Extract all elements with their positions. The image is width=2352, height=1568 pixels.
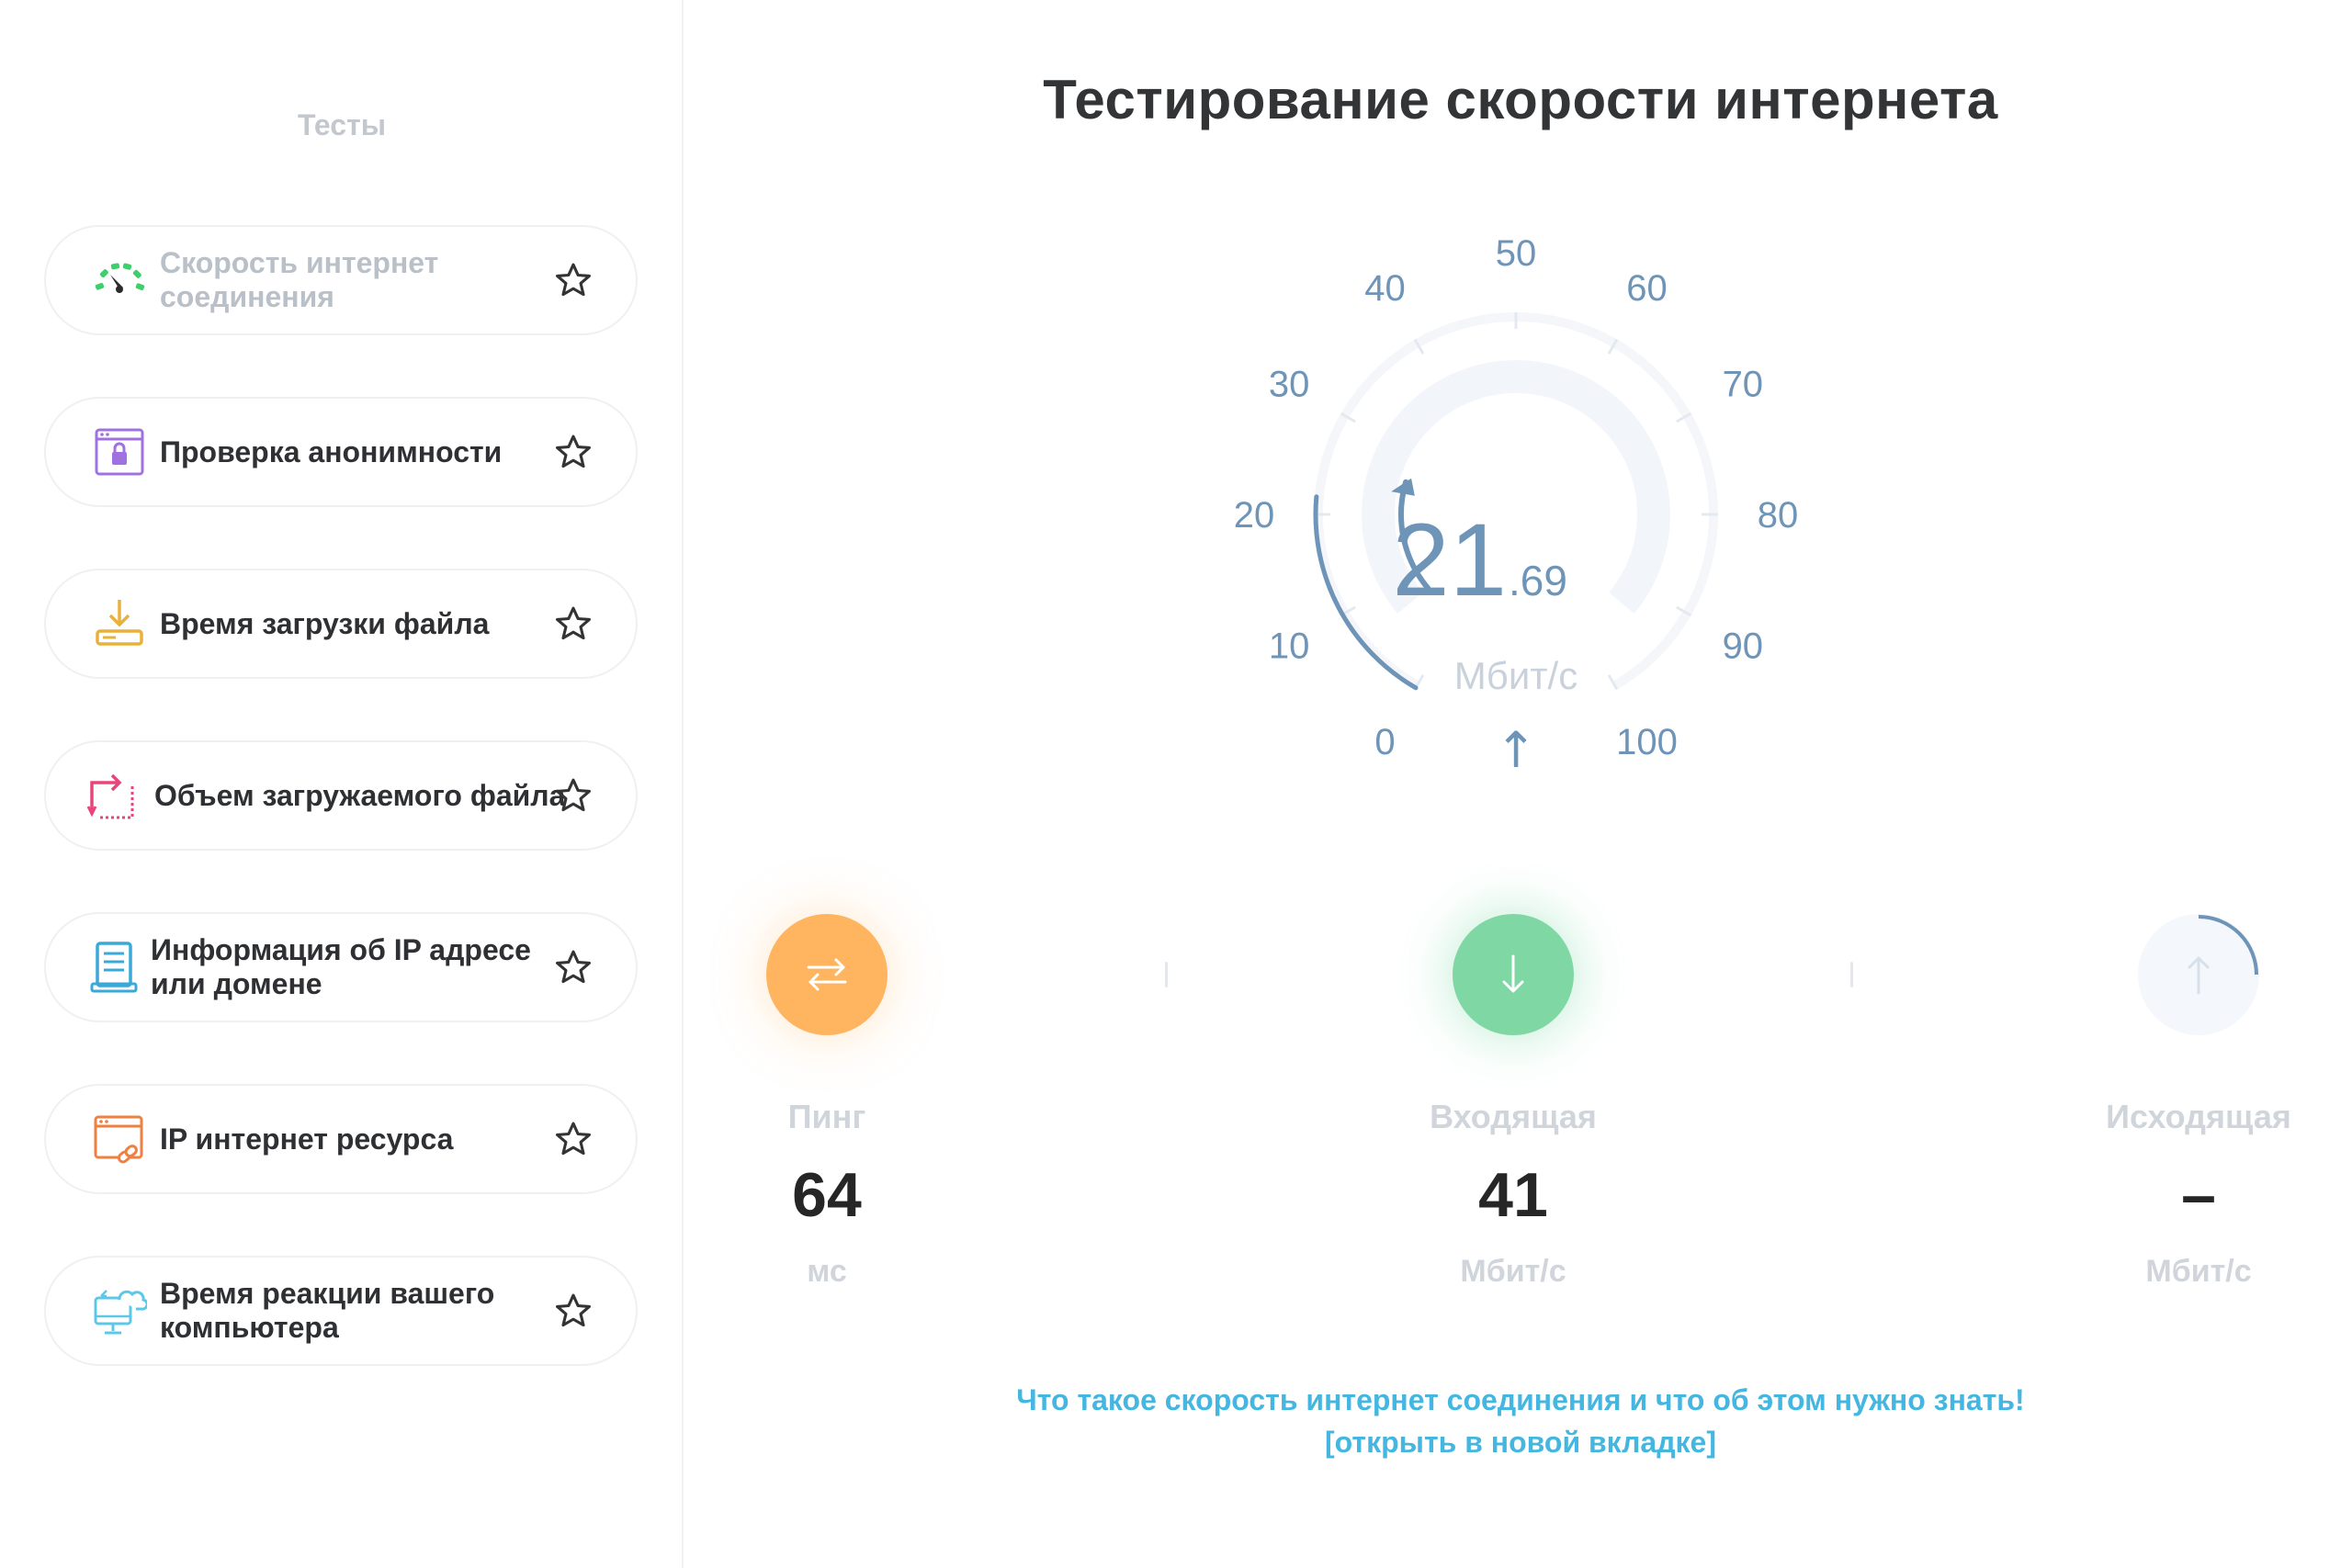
gauge-tick [1676,412,1692,423]
gauge-pointer [1391,478,1415,496]
sidebar-item-label: Скорость интернет соединения [160,246,439,313]
star-icon[interactable] [553,432,594,472]
divider [1850,962,1853,987]
gauge-tick [1676,605,1692,617]
gauge-value-integer: 21 [1392,502,1507,617]
sidebar-item-label: Объем загружаемого файла [154,778,566,812]
download-unit: Мбит/с [1460,1254,1566,1289]
upload-progress-arc [2198,915,2258,976]
upload-file-icon [86,773,134,819]
gauge-tick-label: 80 [1758,495,1799,536]
gauge-tick-label: 10 [1269,626,1310,667]
swap-arrows-icon [807,958,847,991]
sidebar-item-speed-test[interactable]: Скорость интернет соединения [44,225,638,335]
page-title: Тестирование скорости интернета [1043,69,1998,130]
star-icon[interactable] [553,775,594,816]
info-article-link[interactable]: Что такое скорость интернет соединения и… [1016,1383,2025,1416]
upload-button[interactable] [2138,914,2259,1035]
browser-link-icon [94,1115,143,1164]
arrow-down-icon [1502,954,1524,993]
gauge-unit: Мбит/с [1454,654,1577,697]
sidebar-title: Тесты [297,108,387,141]
upload-label: Исходящая [2106,1098,2291,1135]
gauge-tick-label: 60 [1626,268,1668,309]
gauge-value-arc [1313,494,1419,691]
star-icon[interactable] [553,604,594,644]
sidebar-item-label: Время реакции вашего компьютера [160,1277,495,1344]
star-icon[interactable] [553,1291,594,1331]
gauge-tick-label: 50 [1496,233,1537,274]
document-list-icon [90,942,138,993]
gauge-tick-label: 70 [1723,365,1764,405]
speedometer-icon [95,263,145,293]
upload-value: – [2181,1160,2216,1230]
gauge-tick [1413,338,1425,355]
gauge-value-decimal: .69 [1509,557,1567,604]
speed-gauge: 0 10 20 30 40 50 60 70 80 90 100 21 .69 Мбит/с ↑ [1234,233,1799,779]
sidebar-item-file-size[interactable]: Объем загружаемого файла [44,740,638,851]
star-icon[interactable] [553,1119,594,1159]
gauge-tick [1607,338,1619,355]
download-label: Входящая [1430,1098,1597,1135]
sidebar-item-label: Время загрузки файла [160,606,490,640]
sidebar-item-ip-info[interactable]: Информация об IP адресе или домене [44,912,638,1022]
sidebar-item-label: IP интернет ресурса [160,1122,454,1156]
gauge-tick-label: 90 [1723,626,1764,667]
open-new-tab-link[interactable]: [открыть в новой вкладке] [1325,1426,1716,1459]
star-icon[interactable] [553,947,594,987]
gauge-tick-label: 40 [1364,268,1406,309]
gauge-tick [1607,674,1619,691]
upload-unit: Мбит/с [2145,1254,2252,1289]
sidebar: Тесты Скорость интернет соединения [0,0,684,1568]
sidebar-item-reaction-time[interactable]: Время реакции вашего компьютера [44,1256,638,1366]
download-value: 41 [1478,1160,1548,1230]
gauge-tick-label: 100 [1616,722,1678,762]
sidebar-item-anonymity[interactable]: Проверка анонимности [44,397,638,507]
gauge-inner-value-arc [1398,479,1431,592]
sidebar-item-label: Проверка анонимности [160,434,503,468]
gauge-direction-arrow: ↑ [1495,721,1536,779]
sidebar-item-label: Информация об IP адресе или домене [151,933,531,1000]
star-icon[interactable] [553,260,594,300]
ping-label: Пинг [787,1098,866,1135]
sidebar-item-ip-resource[interactable]: IP интернет ресурса [44,1084,638,1194]
ping-button[interactable] [766,914,888,1035]
gauge-tick-label: 20 [1234,495,1275,536]
download-icon [96,600,143,646]
gauge-inner-band [1362,360,1670,614]
ping-unit: мс [807,1254,847,1289]
arrow-up-icon [2188,956,2210,995]
ping-value: 64 [792,1160,862,1230]
computer-cloud-icon [94,1290,147,1335]
gauge-tick-label: 30 [1269,365,1310,405]
gauge-tick [1340,412,1356,423]
divider [1165,962,1168,987]
download-button[interactable] [1453,914,1574,1035]
browser-lock-icon [95,428,144,476]
sidebar-item-download-time[interactable]: Время загрузки файла [44,569,638,679]
gauge-tick-label: 0 [1374,722,1395,762]
